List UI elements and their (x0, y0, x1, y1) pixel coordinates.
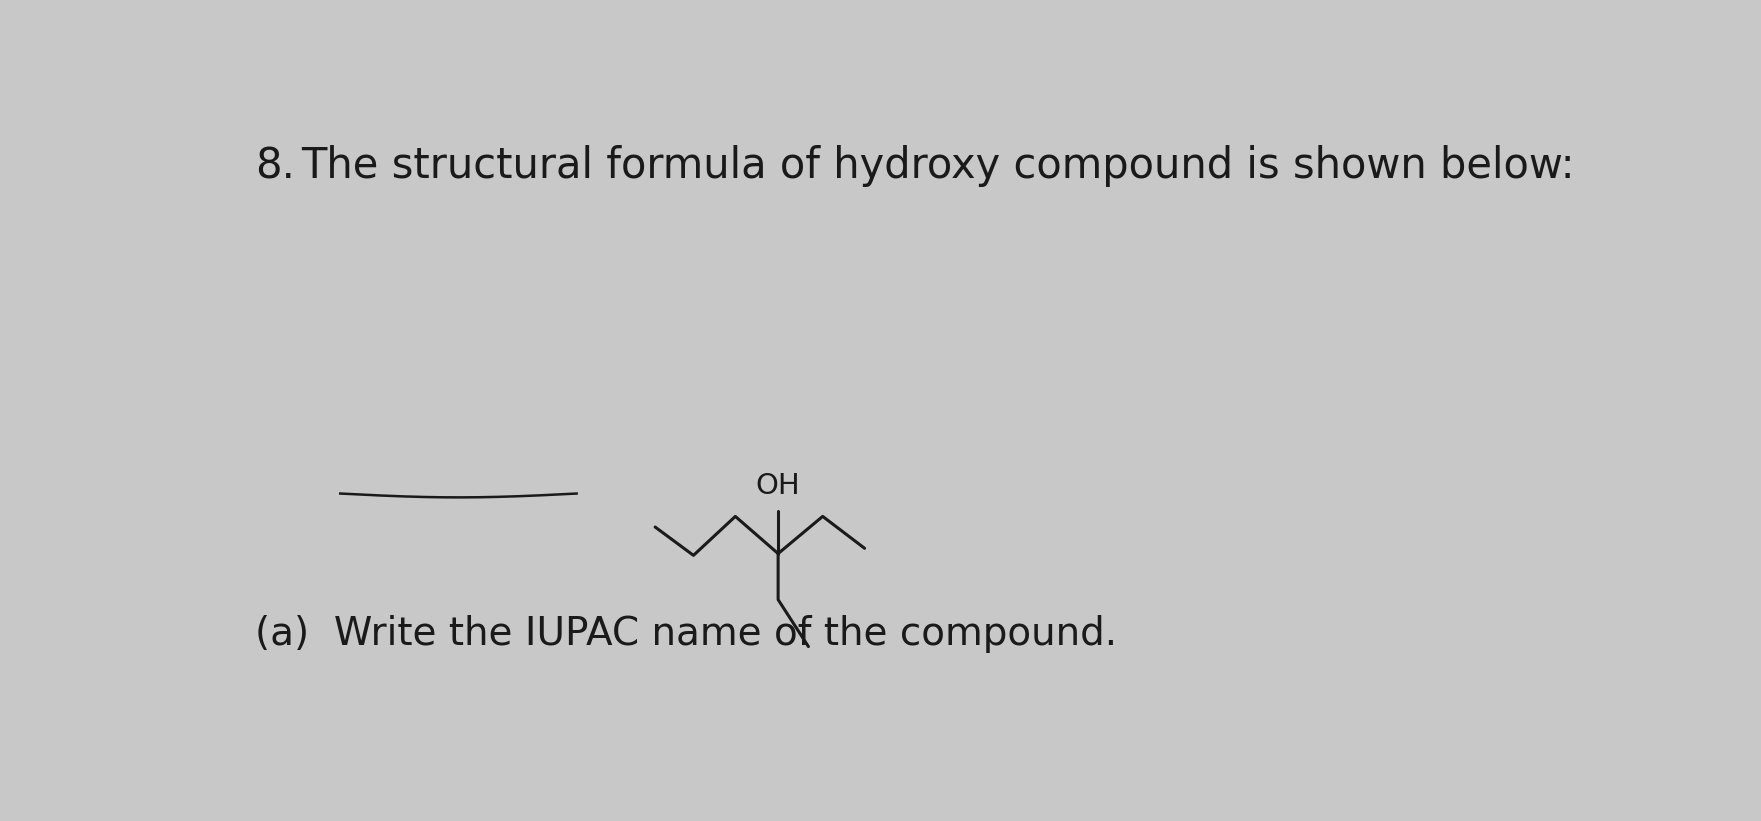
Text: 8.: 8. (255, 145, 294, 187)
Text: The structural formula of hydroxy compound is shown below:: The structural formula of hydroxy compou… (301, 145, 1574, 187)
Text: (a)  Write the IUPAC name of the compound.: (a) Write the IUPAC name of the compound… (255, 615, 1116, 654)
Text: OH: OH (755, 472, 801, 501)
